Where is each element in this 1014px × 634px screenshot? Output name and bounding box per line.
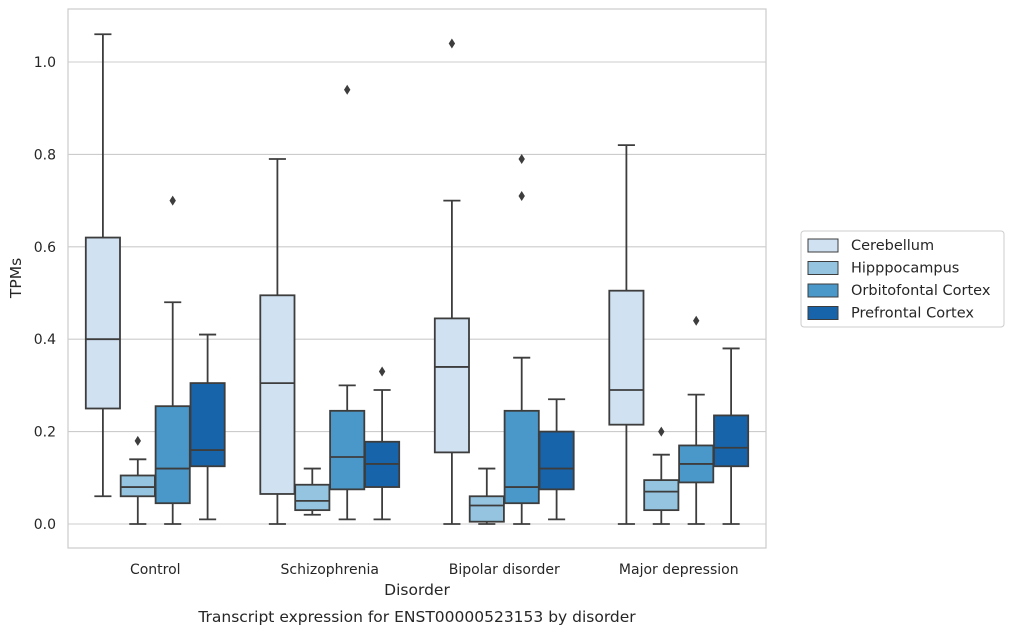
box-cerebellum — [433, 38, 470, 525]
box-body — [643, 479, 680, 512]
legend-swatch — [807, 238, 839, 253]
box-hipppocampus — [643, 426, 680, 525]
outlier-point — [134, 435, 141, 446]
box-orbitofontal-cortex — [154, 195, 191, 525]
box-body — [84, 236, 121, 410]
plot-area — [84, 33, 750, 525]
legend-label: Orbitofontal Cortex — [851, 283, 991, 299]
box-body — [154, 405, 191, 505]
y-tick-label: 1.0 — [34, 55, 56, 71]
y-tick-label: 0.6 — [34, 240, 56, 256]
x-tick-label: Major depression — [619, 562, 739, 578]
box-body — [503, 409, 540, 505]
box-hipppocampus — [119, 435, 156, 525]
x-tick-label: Schizophrenia — [281, 562, 379, 578]
box-hipppocampus — [468, 467, 505, 525]
outlier-point — [344, 84, 351, 95]
box-body — [433, 317, 470, 454]
x-tick-label: Bipolar disorder — [449, 562, 560, 578]
box-orbitofontal-cortex — [329, 84, 366, 521]
y-tick-label: 0.8 — [34, 147, 56, 163]
outlier-point — [658, 426, 665, 437]
box-body — [294, 483, 331, 512]
box-body — [259, 294, 296, 495]
x-axis: Control Schizophrenia Bipolar disorder Majo… — [130, 562, 739, 578]
box-prefrontal-cortex — [713, 347, 750, 525]
box-body — [713, 414, 750, 468]
box-body — [329, 409, 366, 491]
box-hipppocampus — [294, 467, 331, 516]
x-tick-label: Control — [130, 562, 181, 578]
box-cerebellum — [608, 144, 645, 525]
box-prefrontal-cortex — [364, 366, 401, 521]
legend-swatch — [807, 306, 839, 320]
legend-label: Prefrontal Cortex — [851, 306, 974, 322]
legend-swatch — [807, 283, 839, 298]
legend-swatch — [807, 261, 839, 275]
plot-frame — [67, 8, 767, 549]
box-body — [468, 495, 505, 523]
box-cerebellum — [259, 158, 296, 525]
y-tick-label: 0.4 — [34, 332, 56, 348]
x-axis-title: Disorder — [384, 581, 450, 599]
box-body — [119, 474, 156, 498]
y-axis-title: TPMs — [7, 258, 25, 299]
outlier-point — [169, 195, 176, 206]
outlier-point — [518, 154, 525, 165]
outlier-point — [378, 366, 386, 377]
box-orbitofontal-cortex — [503, 154, 540, 525]
legend-label: Cerebellum — [851, 238, 934, 254]
outlier-point — [448, 38, 456, 49]
box-body — [608, 289, 645, 426]
box-prefrontal-cortex — [189, 333, 226, 521]
box-prefrontal-cortex — [538, 398, 575, 521]
y-tick-label: 0.2 — [34, 425, 56, 441]
y-axis: 0.0 0.2 0.4 0.6 0.8 1.0 — [34, 55, 56, 533]
y-tick-label: 0.0 — [34, 517, 56, 533]
legend-label: Hipppocampus — [851, 261, 959, 277]
box-orbitofontal-cortex — [678, 315, 715, 525]
box-cerebellum — [84, 33, 121, 498]
box-body — [538, 430, 575, 491]
legend-frame — [800, 230, 1005, 328]
outlier-point — [693, 315, 700, 326]
outlier-point — [518, 190, 525, 201]
legend: Cerebellum Hipppocampus Orbitofontal Corte… — [800, 230, 1005, 328]
figure-caption: Transcript expression for ENST0000052315… — [197, 608, 636, 626]
box-body — [189, 382, 226, 468]
